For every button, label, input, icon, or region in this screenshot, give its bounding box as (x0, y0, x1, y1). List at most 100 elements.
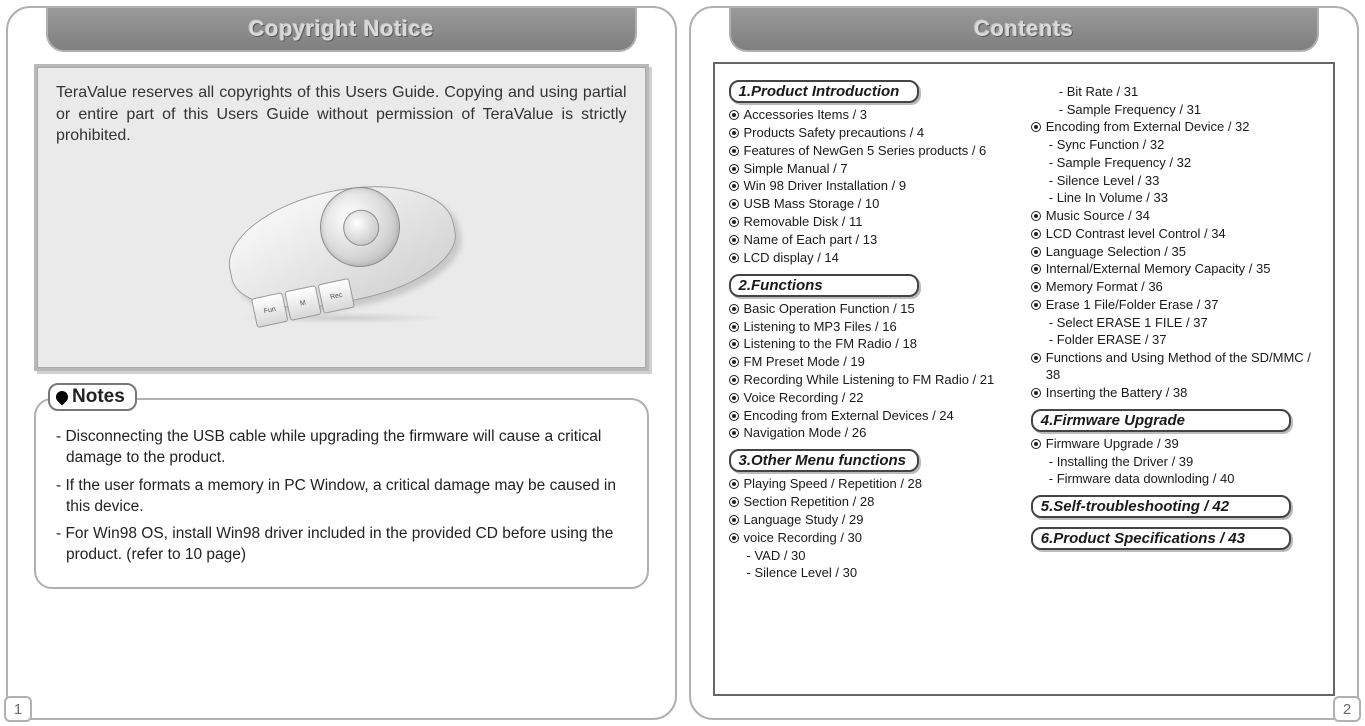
toc-item: Playing Speed / Repetition / 28 (729, 476, 1017, 493)
toc-item: Internal/External Memory Capacity / 35 (1031, 261, 1319, 278)
bullet-icon (1031, 229, 1041, 239)
bullet-icon (729, 479, 739, 489)
bullet-icon (729, 497, 739, 507)
copyright-panel: TeraValue reserves all copyrights of thi… (34, 64, 649, 371)
bullet-icon (729, 217, 739, 227)
toc-item: Language Selection / 35 (1031, 244, 1319, 261)
bullet-icon (729, 339, 739, 349)
toc-item: Win 98 Driver Installation / 9 (729, 178, 1017, 195)
bullet-icon (729, 199, 739, 209)
bullet-icon (729, 428, 739, 438)
toc-item: FM Preset Mode / 19 (729, 354, 1017, 371)
toc-sub-item: - Sync Function / 32 (1049, 137, 1319, 154)
bullet-icon (729, 533, 739, 543)
drop-icon (54, 388, 71, 405)
bullet-icon (1031, 300, 1041, 310)
device-button-m: M (284, 285, 322, 321)
toc-sub-item: - Select ERASE 1 FILE / 37 (1049, 315, 1319, 332)
toc-item: USB Mass Storage / 10 (729, 196, 1017, 213)
toc-item: Listening to MP3 Files / 16 (729, 319, 1017, 336)
bullet-icon (729, 146, 739, 156)
copyright-inner: TeraValue reserves all copyrights of thi… (37, 67, 646, 368)
bullet-icon (1031, 388, 1041, 398)
bullet-icon (729, 235, 739, 245)
notes-label-text: Notes (72, 386, 125, 408)
bullet-icon (729, 128, 739, 138)
bullet-icon (729, 164, 739, 174)
bullet-icon (1031, 282, 1041, 292)
note-item: - For Win98 OS, install Win98 driver inc… (56, 524, 627, 566)
bullet-icon (729, 181, 739, 191)
section-heading: 1.Product Introduction (729, 80, 919, 103)
toc-sub-item: - Line In Volume / 33 (1049, 190, 1319, 207)
bullet-icon (729, 322, 739, 332)
notes-section: Notes - Disconnecting the USB cable whil… (34, 383, 649, 590)
copyright-text: TeraValue reserves all copyrights of thi… (56, 82, 627, 147)
toc-item: Listening to the FM Radio / 18 (729, 336, 1017, 353)
header-title-right: Contents (974, 16, 1073, 42)
toc-item: LCD Contrast level Control / 34 (1031, 226, 1319, 243)
section-heading: 5.Self-troubleshooting / 42 (1031, 495, 1291, 518)
toc-item: Functions and Using Method of the SD/MMC… (1031, 350, 1319, 383)
section-heading: 2.Functions (729, 274, 919, 297)
toc-item: Simple Manual / 7 (729, 161, 1017, 178)
bullet-icon (729, 393, 739, 403)
bullet-icon (729, 411, 739, 421)
toc-sub-item: - Installing the Driver / 39 (1049, 454, 1319, 471)
contents-col-2: - Bit Rate / 31 - Sample Frequency / 31 … (1031, 74, 1319, 686)
bullet-icon (1031, 247, 1041, 257)
toc-sub-item: - Sample Frequency / 32 (1049, 155, 1319, 172)
toc-sub-item: - Silence Level / 33 (1049, 173, 1319, 190)
left-body: TeraValue reserves all copyrights of thi… (34, 64, 649, 692)
page-left: Copyright Notice TeraValue reserves all … (6, 6, 677, 720)
toc-item: LCD display / 14 (729, 250, 1017, 267)
device-button-fun: Fun (251, 292, 289, 328)
header-title-left: Copyright Notice (249, 16, 434, 42)
device-button-rec: Rec (317, 278, 355, 314)
toc-sub-item: - Sample Frequency / 31 (1059, 102, 1319, 119)
page-number-left: 1 (4, 696, 32, 722)
toc-sub-item: - VAD / 30 (747, 548, 1017, 565)
toc-item: Erase 1 File/Folder Erase / 37 (1031, 297, 1319, 314)
toc-item: Section Repetition / 28 (729, 494, 1017, 511)
bullet-icon (729, 110, 739, 120)
bullet-icon (729, 304, 739, 314)
toc-item: Firmware Upgrade / 39 (1031, 436, 1319, 453)
note-item: - Disconnecting the USB cable while upgr… (56, 427, 627, 469)
toc-sub-item: - Bit Rate / 31 (1059, 84, 1319, 101)
toc-item: Features of NewGen 5 Series products / 6 (729, 143, 1017, 160)
toc-item: Recording While Listening to FM Radio / … (729, 372, 1017, 389)
note-item: - If the user formats a memory in PC Win… (56, 476, 627, 518)
bullet-icon (1031, 353, 1041, 363)
toc-sub-item: - Firmware data downloding / 40 (1049, 471, 1319, 488)
toc-item: Language Study / 29 (729, 512, 1017, 529)
toc-item: Basic Operation Function / 15 (729, 301, 1017, 318)
bullet-icon (1031, 122, 1041, 132)
toc-item: Memory Format / 36 (1031, 279, 1319, 296)
toc-item: Removable Disk / 11 (729, 214, 1017, 231)
bullet-icon (1031, 211, 1041, 221)
bullet-icon (729, 253, 739, 263)
notes-box: - Disconnecting the USB cable while upgr… (34, 398, 649, 590)
toc-sub-item: - Folder ERASE / 37 (1049, 332, 1319, 349)
toc-item: Accessories Items / 3 (729, 107, 1017, 124)
toc-item: Encoding from External Device / 32 (1031, 119, 1319, 136)
contents-col-1: 1.Product Introduction Accessories Items… (729, 74, 1017, 686)
device-illustration: Fun M Rec (211, 171, 471, 331)
toc-item: Navigation Mode / 26 (729, 425, 1017, 442)
bullet-icon (1031, 264, 1041, 274)
header-copyright: Copyright Notice (46, 8, 637, 52)
section-heading: 6.Product Specifications / 43 (1031, 527, 1291, 550)
bullet-icon (729, 515, 739, 525)
toc-item: Name of Each part / 13 (729, 232, 1017, 249)
header-contents: Contents (729, 8, 1320, 52)
page-number-right: 2 (1333, 696, 1361, 722)
toc-item: Voice Recording / 22 (729, 390, 1017, 407)
section-heading: 4.Firmware Upgrade (1031, 409, 1291, 432)
toc-item: voice Recording / 30 (729, 530, 1017, 547)
toc-sub-item: - Silence Level / 30 (747, 565, 1017, 582)
page-right: Contents 1.Product Introduction Accessor… (689, 6, 1360, 720)
toc-item: Products Safety precautions / 4 (729, 125, 1017, 142)
toc-item: Encoding from External Devices / 24 (729, 408, 1017, 425)
contents-body: 1.Product Introduction Accessories Items… (713, 62, 1336, 696)
